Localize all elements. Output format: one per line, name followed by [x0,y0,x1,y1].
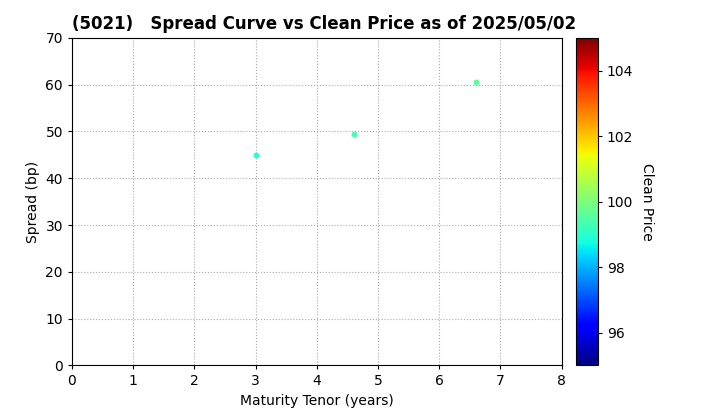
Y-axis label: Clean Price: Clean Price [640,163,654,241]
Point [348,130,359,137]
Point [470,79,482,86]
X-axis label: Maturity Tenor (years): Maturity Tenor (years) [240,394,394,408]
Y-axis label: Spread (bp): Spread (bp) [26,160,40,243]
Text: (5021)   Spread Curve vs Clean Price as of 2025/05/02: (5021) Spread Curve vs Clean Price as of… [72,16,576,34]
Point [250,152,261,158]
